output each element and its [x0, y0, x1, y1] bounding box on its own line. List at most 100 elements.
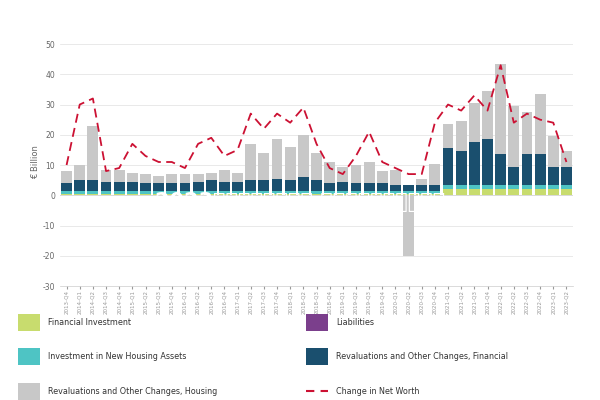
Bar [127, 172, 138, 182]
Bar [179, 191, 190, 194]
Bar [127, 182, 138, 191]
Bar [245, 144, 256, 180]
Bar [456, 189, 467, 195]
Bar [153, 194, 164, 195]
Bar [140, 191, 151, 194]
Bar [245, 180, 256, 191]
Bar [193, 182, 203, 191]
Bar [114, 191, 125, 194]
Bar [403, 195, 414, 256]
Bar [377, 183, 388, 191]
Bar [232, 191, 243, 194]
Bar [61, 183, 72, 191]
Bar [324, 194, 335, 195]
Bar [364, 191, 374, 194]
Bar [390, 170, 401, 185]
Bar [306, 348, 328, 366]
Bar [456, 185, 467, 189]
Bar [193, 191, 203, 194]
Bar [403, 185, 414, 191]
Bar [166, 174, 177, 183]
Bar [337, 182, 348, 191]
Text: Liabilities: Liabilities [336, 318, 374, 327]
Bar [153, 191, 164, 194]
Bar [127, 194, 138, 195]
Bar [377, 191, 388, 194]
Bar [232, 194, 243, 195]
Bar [561, 152, 572, 166]
Bar [403, 191, 414, 194]
Text: Change in Net Worth: Change in Net Worth [336, 387, 419, 396]
Bar [259, 153, 269, 180]
Bar [88, 194, 98, 195]
Bar [61, 191, 72, 194]
Bar [390, 185, 401, 191]
Bar [430, 185, 440, 191]
Bar [101, 182, 112, 191]
Bar [206, 172, 217, 180]
Bar [61, 194, 72, 195]
Text: Revaluations and Other Changes, Financial: Revaluations and Other Changes, Financia… [336, 352, 508, 361]
Bar [219, 194, 230, 195]
Bar [88, 126, 98, 180]
Bar [416, 191, 427, 194]
Bar [61, 171, 72, 183]
Bar [521, 112, 532, 154]
Bar [350, 183, 361, 191]
Bar [508, 166, 519, 185]
Bar [232, 172, 243, 182]
Bar [456, 152, 467, 185]
Bar [443, 185, 454, 189]
Bar [521, 185, 532, 189]
Bar [482, 189, 493, 195]
Bar [206, 191, 217, 194]
Bar [350, 194, 361, 195]
Bar [193, 174, 203, 182]
Bar [403, 194, 414, 195]
Bar [430, 164, 440, 185]
Bar [416, 194, 427, 195]
Bar [179, 194, 190, 195]
Bar [495, 64, 506, 154]
Bar [443, 189, 454, 195]
Bar [101, 194, 112, 195]
Bar [350, 165, 361, 183]
Bar [272, 139, 283, 179]
Bar [561, 189, 572, 195]
Bar [430, 194, 440, 195]
Bar [482, 139, 493, 185]
Bar [469, 142, 480, 185]
Bar [272, 191, 283, 194]
Bar [166, 194, 177, 195]
Bar [495, 189, 506, 195]
Bar [193, 194, 203, 195]
Bar [521, 189, 532, 195]
Bar [298, 194, 309, 195]
Bar [469, 103, 480, 142]
Bar [311, 191, 322, 194]
Bar [88, 180, 98, 191]
Bar [232, 182, 243, 191]
Bar [535, 189, 545, 195]
Bar [430, 191, 440, 194]
Bar [153, 176, 164, 183]
Text: Revaluations and Other Changes, Housing: Revaluations and Other Changes, Housing [48, 387, 218, 396]
Bar [206, 194, 217, 195]
Bar [285, 194, 296, 195]
Text: 2023十大股票配资平台 澳门火锅加盟详情攻略: 2023十大股票配资平台 澳门火锅加盟详情攻略 [155, 192, 445, 212]
Bar [298, 135, 309, 177]
Bar [101, 170, 112, 182]
Bar [206, 180, 217, 191]
Bar [18, 314, 40, 331]
Bar [390, 191, 401, 194]
Bar [508, 185, 519, 189]
Bar [74, 194, 85, 195]
Bar [548, 185, 559, 189]
Bar [535, 185, 545, 189]
Bar [285, 180, 296, 191]
Bar [377, 194, 388, 195]
Bar [18, 348, 40, 366]
Bar [535, 154, 545, 185]
Bar [469, 189, 480, 195]
Bar [179, 183, 190, 191]
